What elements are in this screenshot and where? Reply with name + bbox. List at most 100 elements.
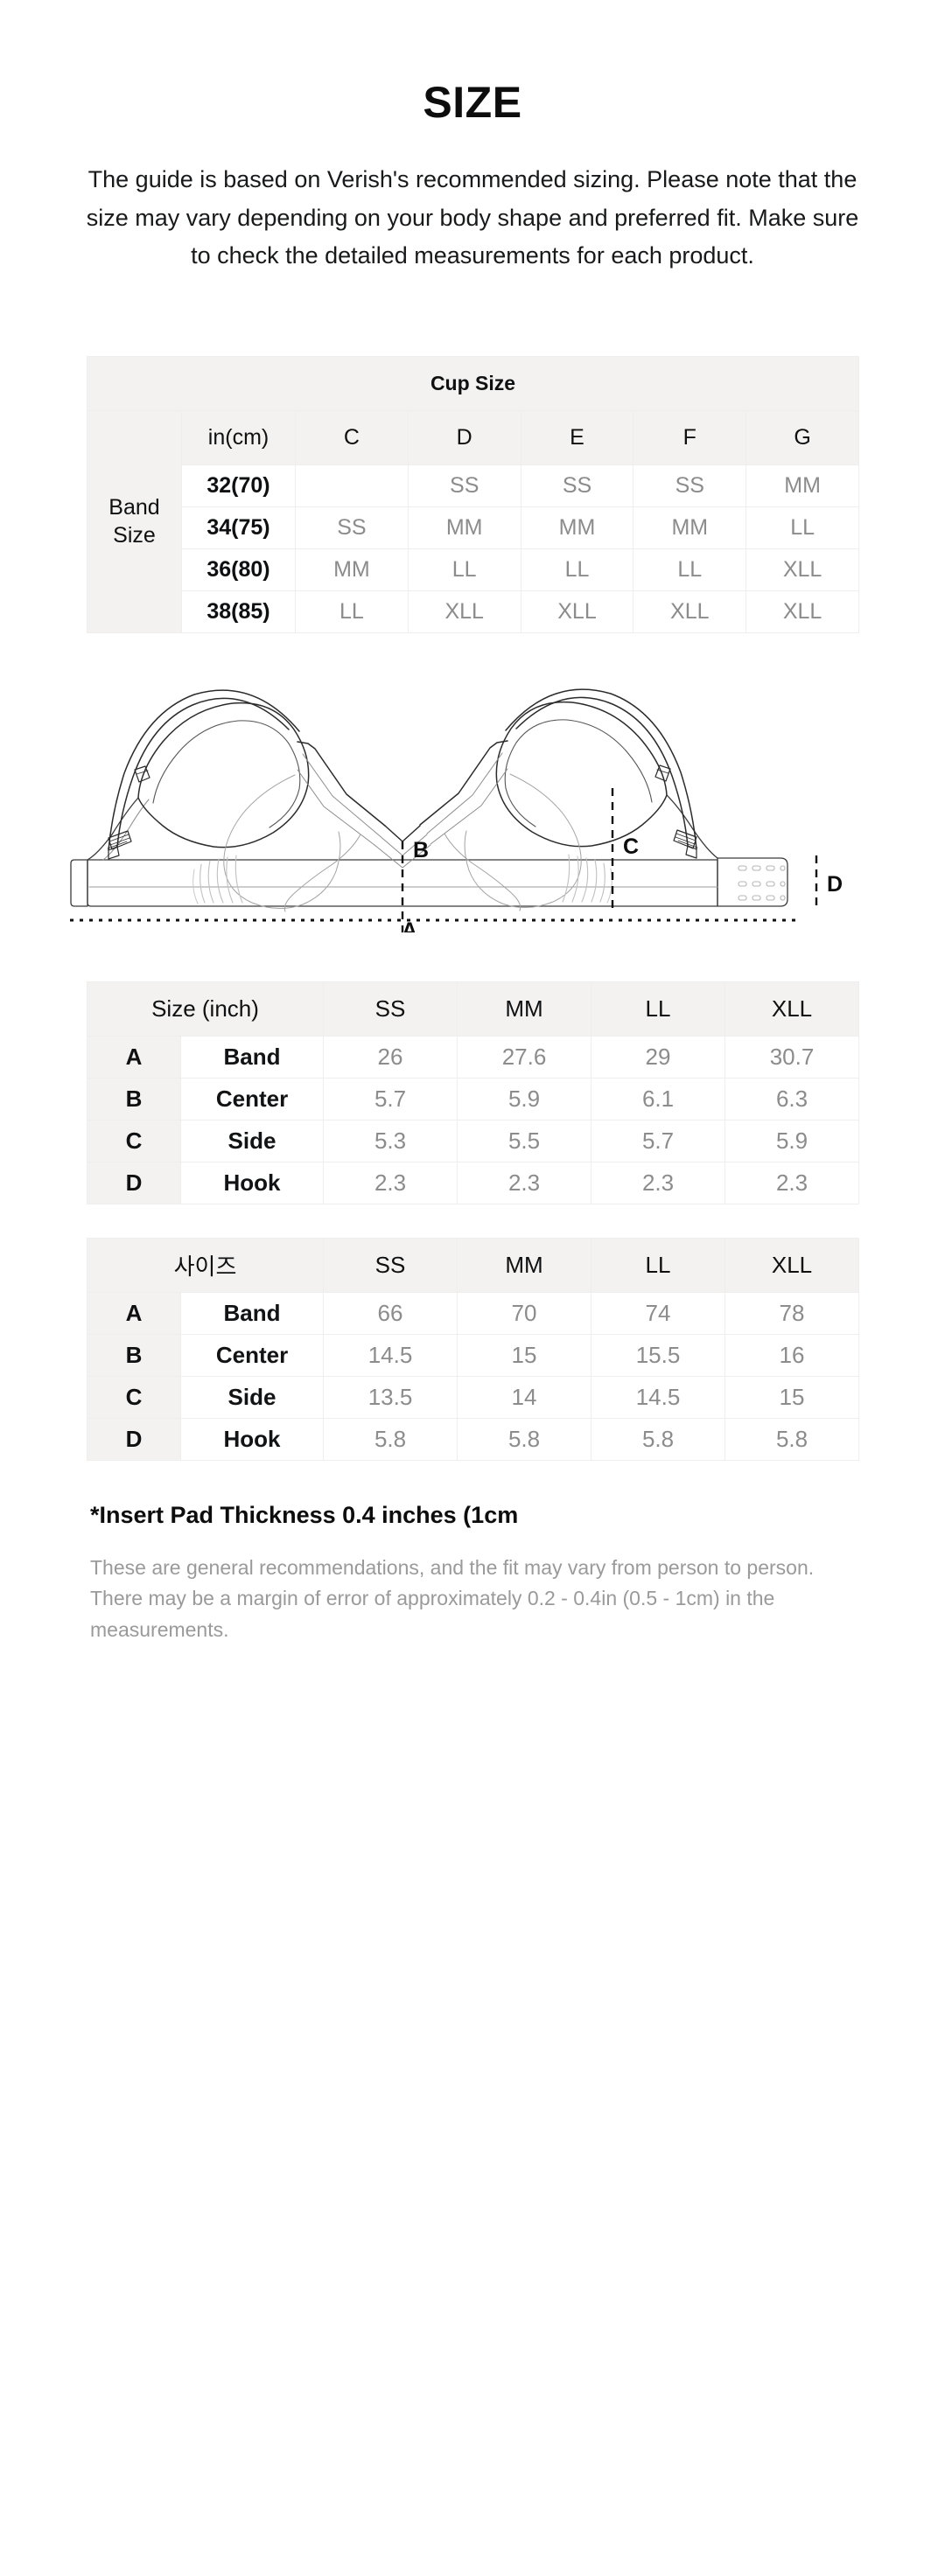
inch-key-d: D: [87, 1162, 181, 1205]
inch-cell: 5.7: [591, 1120, 726, 1163]
cm-cell: 66: [323, 1292, 458, 1336]
cm-cell: 74: [591, 1292, 726, 1336]
cm-col-mm: MM: [457, 1238, 592, 1294]
inch-col-ss: SS: [323, 981, 458, 1037]
table-row: C Side 5.3 5.5 5.7 5.9: [87, 1120, 860, 1163]
inch-name-center: Center: [179, 1078, 325, 1121]
inch-col-ll: LL: [591, 981, 726, 1037]
inch-key-a: A: [87, 1036, 181, 1079]
cup-cell: SS: [633, 464, 747, 508]
cm-col-xll: XLL: [724, 1238, 860, 1294]
cup-cell: MM: [295, 548, 409, 592]
band-size-label-line1: Band: [108, 495, 160, 520]
inch-cell: 5.3: [323, 1120, 458, 1163]
cup-cell: SS: [407, 464, 522, 508]
cm-size-header: 사이즈: [86, 1238, 325, 1294]
cup-title-row: Cup Size: [87, 356, 859, 412]
inch-size-header: Size (inch): [86, 981, 325, 1037]
cm-header-row: 사이즈 SS MM LL XLL: [86, 1238, 860, 1294]
band-size-label: Band Size: [87, 410, 182, 634]
cm-name-center: Center: [179, 1334, 325, 1378]
dimension-label-a: A: [402, 918, 417, 932]
inch-key-c: C: [87, 1120, 181, 1163]
inch-cell: 2.3: [724, 1162, 860, 1205]
inch-cell: 5.5: [457, 1120, 592, 1163]
cm-cell: 5.8: [591, 1418, 726, 1462]
page-header: SIZE The guide is based on Verish's reco…: [0, 0, 945, 276]
cm-cell: 14: [457, 1376, 592, 1420]
insert-pad-note: *Insert Pad Thickness 0.4 inches (1cm: [90, 1502, 519, 1529]
inch-name-side: Side: [179, 1120, 325, 1163]
cup-cell: LL: [295, 590, 409, 634]
cup-cell: MM: [633, 506, 747, 550]
cm-cell: 5.8: [724, 1418, 860, 1462]
table-row: 38(85) LL XLL XLL XLL XLL: [88, 590, 859, 634]
cm-key-c: C: [87, 1376, 181, 1420]
table-row: A Band 66 70 74 78: [87, 1292, 860, 1336]
dimension-label-d: D: [827, 872, 843, 897]
page-title: SIZE: [423, 78, 522, 127]
inch-header-row: Size (inch) SS MM LL XLL: [86, 981, 860, 1037]
cup-col-e: E: [520, 410, 634, 466]
cup-cell: XLL: [746, 548, 859, 592]
inch-col-xll: XLL: [724, 981, 860, 1037]
inch-cell: 2.3: [323, 1162, 458, 1205]
bra-measurement-diagram: B C D A: [35, 679, 910, 933]
cup-cell: LL: [633, 548, 747, 592]
inch-cell: 30.7: [724, 1036, 860, 1079]
table-row: A Band 26 27.6 29 30.7: [87, 1036, 860, 1079]
cup-cell: LL: [746, 506, 859, 550]
cm-col-ss: SS: [323, 1238, 458, 1294]
cup-cell: MM: [407, 506, 522, 550]
cm-cell: 15: [724, 1376, 860, 1420]
inch-name-hook: Hook: [179, 1162, 325, 1205]
cm-key-b: B: [87, 1334, 181, 1378]
band-34: 34(75): [181, 506, 296, 550]
table-row: B Center 5.7 5.9 6.1 6.3: [87, 1078, 860, 1121]
intro-paragraph: The guide is based on Verish's recommend…: [86, 166, 859, 269]
inch-cell: 6.3: [724, 1078, 860, 1121]
band-size-label-line2: Size: [113, 522, 156, 548]
cm-cell: 16: [724, 1334, 860, 1378]
cm-cell: 14.5: [591, 1376, 726, 1420]
cup-cell: XLL: [633, 590, 747, 634]
cup-cell: MM: [520, 506, 634, 550]
cm-name-hook: Hook: [179, 1418, 325, 1462]
cup-col-c: C: [295, 410, 409, 466]
inch-cell: 27.6: [457, 1036, 592, 1079]
cm-measurement-table: 사이즈 SS MM LL XLL A Band 66 70 74 78 B Ce…: [86, 1238, 860, 1462]
cup-col-f: F: [633, 410, 747, 466]
cm-cell: 70: [457, 1292, 592, 1336]
inch-cell: 2.3: [591, 1162, 726, 1205]
inch-measurement-table-container: Size (inch) SS MM LL XLL A Band 26 27.6 …: [86, 981, 860, 1205]
cup-col-d: D: [407, 410, 522, 466]
band-36: 36(80): [181, 548, 296, 592]
cm-name-side: Side: [179, 1376, 325, 1420]
table-row: C Side 13.5 14 14.5 15: [87, 1376, 860, 1420]
table-row: D Hook 2.3 2.3 2.3 2.3: [87, 1162, 860, 1205]
cm-key-a: A: [87, 1292, 181, 1336]
cup-cell: SS: [520, 464, 634, 508]
inch-cell: 6.1: [591, 1078, 726, 1121]
cm-cell: 15.5: [591, 1334, 726, 1378]
band-38: 38(85): [181, 590, 296, 634]
band-32: 32(70): [181, 464, 296, 508]
table-row: B Center 14.5 15 15.5 16: [87, 1334, 860, 1378]
cm-name-band: Band: [179, 1292, 325, 1336]
inch-key-b: B: [87, 1078, 181, 1121]
cup-size-table-container: Cup Size Band Size in(cm) C D E F G: [87, 356, 859, 634]
inch-cell: 29: [591, 1036, 726, 1079]
cup-header-row: Band Size in(cm) C D E F G: [87, 410, 859, 634]
cup-size-title: Cup Size: [87, 356, 859, 412]
inch-measurement-table: Size (inch) SS MM LL XLL A Band 26 27.6 …: [86, 981, 860, 1205]
inch-cell: 5.9: [457, 1078, 592, 1121]
cup-cell: XLL: [407, 590, 522, 634]
cm-cell: 13.5: [323, 1376, 458, 1420]
inch-name-band: Band: [179, 1036, 325, 1079]
cup-col-g: G: [746, 410, 859, 466]
inch-cell: 2.3: [457, 1162, 592, 1205]
table-row: D Hook 5.8 5.8 5.8 5.8: [87, 1418, 860, 1462]
cm-key-d: D: [87, 1418, 181, 1462]
cup-cell: LL: [407, 548, 522, 592]
cm-cell: 14.5: [323, 1334, 458, 1378]
